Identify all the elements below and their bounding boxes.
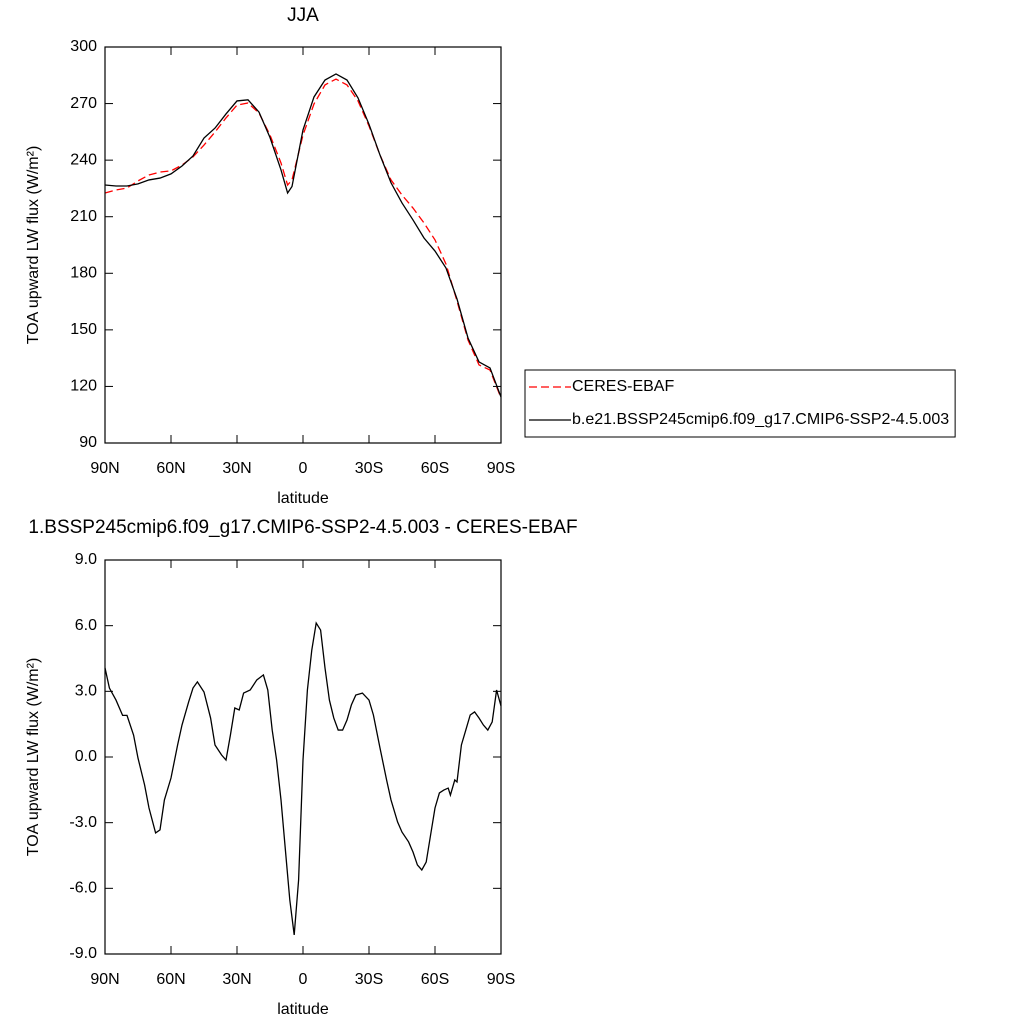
y-tick-label: 240 (70, 151, 97, 168)
y-tick-label: 90 (79, 434, 97, 451)
x-tick-label: 30S (355, 971, 383, 988)
legend: CERES-EBAF b.e21.BSSP245cmip6.f09_g17.CMI… (524, 369, 956, 438)
y-tick-label: 270 (70, 95, 97, 112)
data-line (104, 78, 502, 399)
plot-frame (104, 559, 502, 955)
x-tick-label: 0 (299, 460, 308, 477)
x-tick-label: 90S (487, 460, 515, 477)
y-tick-label: 150 (70, 321, 97, 338)
x-tick-label: 90N (90, 971, 119, 988)
data-line (104, 73, 502, 398)
y-tick-label: -3.0 (69, 814, 97, 831)
x-axis-label: latitude (277, 490, 329, 507)
x-tick-label: 30N (222, 971, 251, 988)
legend-label: CERES-EBAF (572, 378, 674, 395)
y-tick-label: 6.0 (75, 617, 97, 634)
y-tick-label: 300 (70, 38, 97, 55)
y-tick-label: 120 (70, 378, 97, 395)
y-axis-label: TOA upward LW flux (W/m²) (25, 658, 42, 857)
x-axis-label: latitude (277, 1001, 329, 1018)
x-tick-label: 60S (421, 971, 449, 988)
x-tick-label: 30S (355, 460, 383, 477)
plot-frame (104, 46, 502, 444)
legend-label: b.e21.BSSP245cmip6.f09_g17.CMIP6-SSP2-4.… (572, 411, 949, 428)
x-tick-label: 90N (90, 460, 119, 477)
y-axis-label: TOA upward LW flux (W/m²) (25, 146, 42, 345)
y-tick-label: -6.0 (69, 880, 97, 897)
y-tick-label: 210 (70, 208, 97, 225)
x-tick-label: 60N (156, 971, 185, 988)
y-tick-label: -9.0 (69, 945, 97, 962)
chart-title: 1.BSSP245cmip6.f09_g17.CMIP6-SSP2-4.5.00… (28, 517, 577, 538)
x-tick-label: 30N (222, 460, 251, 477)
x-tick-label: 60S (421, 460, 449, 477)
x-tick-label: 0 (299, 971, 308, 988)
y-tick-label: 0.0 (75, 748, 97, 765)
x-tick-label: 60N (156, 460, 185, 477)
y-tick-label: 3.0 (75, 683, 97, 700)
y-tick-label: 9.0 (75, 551, 97, 568)
y-tick-label: 180 (70, 265, 97, 282)
legend-box (524, 369, 956, 438)
data-line (104, 621, 502, 936)
x-tick-label: 90S (487, 971, 515, 988)
chart-title: JJA (287, 5, 319, 26)
